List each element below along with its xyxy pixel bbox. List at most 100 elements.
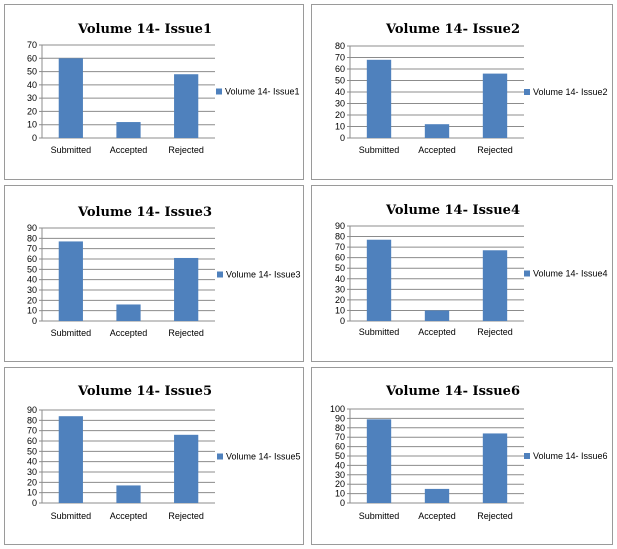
y-tick-label: 50 <box>27 446 37 456</box>
y-tick-label: 30 <box>27 467 37 477</box>
y-tick-label: 0 <box>32 133 37 143</box>
y-tick-label: 0 <box>340 316 345 326</box>
y-tick-label: 30 <box>335 284 345 294</box>
y-tick-label: 20 <box>27 477 37 487</box>
x-category-label: Submitted <box>359 145 400 155</box>
y-tick-label: 20 <box>27 106 37 116</box>
chart-panel-issue3: Volume 14- Issue3 0 10 20 30 40 50 60 70 80 90 Subm… <box>4 185 304 362</box>
y-tick-label: 90 <box>335 413 345 423</box>
chart-panel-issue4: Volume 14- Issue4 0 10 20 30 40 50 60 70 80 90 Subm… <box>311 185 613 362</box>
x-category-label: Rejected <box>477 145 513 155</box>
chart-title: Volume 14- Issue2 <box>385 22 520 37</box>
x-category-label: Rejected <box>168 328 204 338</box>
legend-label: Volume 14- Issue6 <box>533 451 608 461</box>
bar-submitted <box>58 416 83 503</box>
x-category-label: Accepted <box>418 327 456 337</box>
legend-label: Volume 14- Issue3 <box>226 270 301 280</box>
y-tick-label: 80 <box>335 41 345 51</box>
y-tick-label: 50 <box>335 76 345 86</box>
y-tick-label: 30 <box>335 470 345 480</box>
y-tick-label: 80 <box>335 232 345 242</box>
y-tick-label: 10 <box>335 305 345 315</box>
y-tick-label: 50 <box>335 263 345 273</box>
bar-rejected <box>174 434 199 503</box>
y-tick-label: 30 <box>27 93 37 103</box>
y-tick-label: 20 <box>335 295 345 305</box>
y-tick-label: 0 <box>340 498 345 508</box>
legend-label: Volume 14- Issue4 <box>533 269 608 279</box>
bar-submitted <box>58 58 83 138</box>
legend-label: Volume 14- Issue2 <box>533 87 608 97</box>
legend-label: Volume 14- Issue1 <box>225 87 300 97</box>
y-tick-label: 0 <box>32 316 37 326</box>
bar-rejected <box>482 433 508 503</box>
y-tick-label: 60 <box>27 436 37 446</box>
bar-accepted <box>116 122 141 138</box>
chart-panel-issue1: Volume 14- Issue1 0 10 20 30 40 50 60 70 Submitte… <box>4 4 304 180</box>
bar-submitted <box>58 241 83 321</box>
x-category-label: Accepted <box>110 511 148 521</box>
y-tick-label: 50 <box>27 264 37 274</box>
y-tick-label: 10 <box>27 306 37 316</box>
y-tick-label: 40 <box>27 457 37 467</box>
x-category-label: Submitted <box>51 145 92 155</box>
chart-title: Volume 14- Issue6 <box>385 384 520 399</box>
y-tick-label: 40 <box>27 275 37 285</box>
chart-title: Volume 14- Issue3 <box>77 205 212 220</box>
x-category-label: Rejected <box>168 511 204 521</box>
y-tick-label: 30 <box>27 285 37 295</box>
y-tick-label: 30 <box>335 99 345 109</box>
y-tick-label: 60 <box>335 253 345 263</box>
chart-title: Volume 14- Issue4 <box>385 203 520 218</box>
bar-chart: Volume 14- Issue1 0 10 20 30 40 50 60 70 Submitte… <box>27 22 300 155</box>
bar-accepted <box>424 310 450 321</box>
legend-swatch <box>524 270 530 277</box>
y-tick-label: 0 <box>340 133 345 143</box>
y-tick-label: 100 <box>330 404 345 414</box>
y-tick-label: 80 <box>27 233 37 243</box>
x-category-label: Rejected <box>477 327 513 337</box>
bar-rejected <box>174 257 199 321</box>
chart-panel-issue5: Volume 14- Issue5 0 10 20 30 40 50 60 70 80 90 Subm… <box>4 367 304 545</box>
y-tick-label: 40 <box>27 80 37 90</box>
y-tick-label: 20 <box>27 295 37 305</box>
y-tick-label: 70 <box>27 426 37 436</box>
y-tick-label: 70 <box>27 40 37 50</box>
y-tick-label: 50 <box>335 451 345 461</box>
y-tick-label: 90 <box>27 405 37 415</box>
legend-swatch <box>217 453 223 460</box>
legend-swatch <box>217 271 223 278</box>
bar-rejected <box>482 250 508 321</box>
y-tick-label: 70 <box>27 244 37 254</box>
y-tick-label: 60 <box>335 442 345 452</box>
y-tick-label: 50 <box>27 67 37 77</box>
y-tick-label: 60 <box>27 53 37 63</box>
bar-accepted <box>116 485 141 503</box>
bar-submitted <box>366 59 392 138</box>
chart-title: Volume 14- Issue5 <box>77 384 212 399</box>
x-category-label: Accepted <box>110 328 148 338</box>
bar-submitted <box>366 239 392 321</box>
bar-accepted <box>424 124 450 138</box>
chart-panel-issue6: Volume 14- Issue6 0 10 20 30 40 50 60 70 80 90 100 S… <box>311 367 613 545</box>
legend-swatch <box>216 88 222 95</box>
legend-swatch <box>524 89 530 95</box>
x-category-label: Accepted <box>110 145 148 155</box>
bar-accepted <box>116 304 141 321</box>
y-tick-label: 70 <box>335 242 345 252</box>
x-category-label: Submitted <box>51 511 92 521</box>
y-tick-label: 40 <box>335 460 345 470</box>
y-tick-label: 10 <box>27 488 37 498</box>
y-tick-label: 70 <box>335 432 345 442</box>
legend-label: Volume 14- Issue5 <box>226 452 301 462</box>
y-tick-label: 10 <box>27 120 37 130</box>
chart-title: Volume 14- Issue1 <box>77 22 212 37</box>
legend-swatch <box>524 453 530 459</box>
x-category-label: Submitted <box>359 511 400 521</box>
y-tick-label: 20 <box>335 110 345 120</box>
bar-rejected <box>174 74 199 138</box>
